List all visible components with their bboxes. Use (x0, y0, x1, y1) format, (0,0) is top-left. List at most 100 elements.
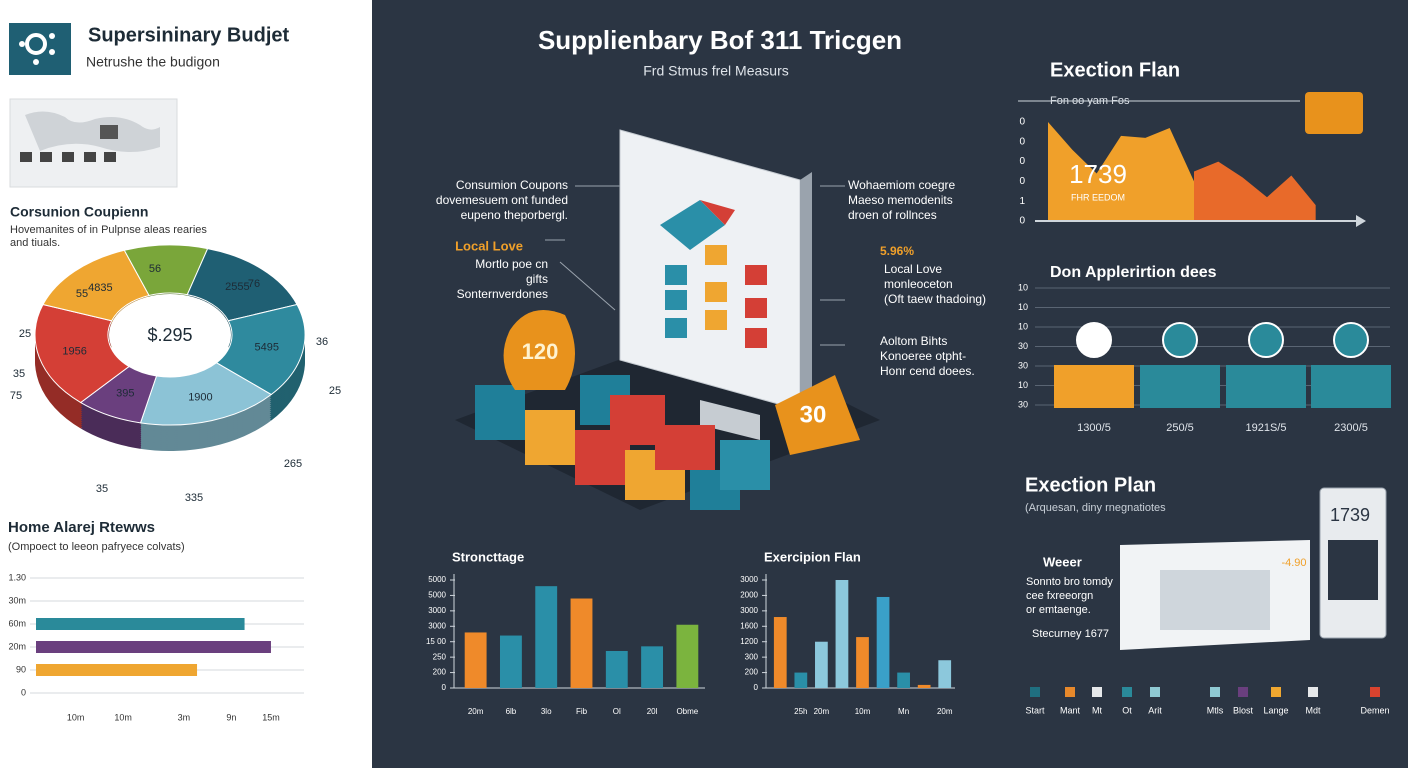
y-tick-label: 10 (1018, 302, 1028, 312)
section-title: Corsunion Coupienn (10, 204, 148, 220)
bar (676, 624, 699, 688)
outer-label: 55 (76, 288, 88, 300)
y-tick-label: 1 (1019, 196, 1025, 207)
y-tick-label: 1.30 (8, 572, 26, 582)
legend-label: Start (1025, 705, 1045, 715)
legend-swatch (1210, 687, 1220, 697)
legend-label: Arit (1148, 705, 1162, 715)
outer-label: 265 (284, 458, 302, 470)
segment-label: 1900 (188, 392, 212, 404)
y-tick-label: 0 (1019, 156, 1025, 167)
card (1054, 365, 1134, 408)
y-tick-label: 300 (745, 652, 759, 661)
legend-label: Mant (1060, 705, 1081, 715)
y-tick-label: 3000 (740, 575, 758, 584)
section-subtitle: (Ompoect to leeon pafryece colvats) (8, 541, 185, 553)
section-title: Home Alarej Rtewws (8, 519, 155, 536)
y-tick-label: 15 00 (426, 637, 447, 646)
x-tick-label: 3m (178, 712, 191, 722)
x-tick-label: 10m (67, 712, 85, 722)
annotation-text: Local Love (455, 238, 523, 253)
badge-label: -4.90 (1281, 557, 1306, 569)
x-tick-label: Fib (576, 707, 588, 716)
donut-segment (42, 249, 150, 322)
leader-line (559, 261, 616, 311)
bar (917, 684, 931, 688)
outer-label: 35 (96, 483, 108, 495)
card-caption: 2300/5 (1334, 422, 1368, 434)
annotation-text: eupeno theporbergl. (461, 208, 568, 222)
x-tick-label: 15m (262, 712, 280, 722)
legend-swatch (1030, 687, 1040, 697)
annotation-text: Consumion Coupons (456, 178, 568, 192)
chart-title: Exercipion Flan (764, 549, 861, 564)
x-tick-label: 20l (647, 707, 658, 716)
legend-swatch (1150, 687, 1160, 697)
header-subtitle: Netrushe the budigon (86, 54, 220, 70)
main-title: Supplienbary Bof 311 Tricgen (538, 25, 902, 55)
plan-text: cee fxreeorgn (1026, 590, 1093, 602)
device-value: 1739 (1330, 505, 1370, 525)
y-tick-label: 0 (21, 687, 26, 697)
center-label: $.295 (147, 325, 192, 345)
legend-label: Lange (1263, 705, 1288, 715)
area (1194, 161, 1316, 221)
annotation-text: Maeso memodenits (848, 193, 953, 207)
annotation-text: Local Love (884, 262, 942, 276)
chart-title: Don Applerirtion dees (1050, 264, 1217, 281)
outer-label: 25 (329, 385, 341, 397)
y-tick-label: 90 (16, 664, 26, 674)
x-tick-label: 20m (814, 707, 830, 716)
x-tick-label: 6lb (506, 707, 517, 716)
y-tick-label: 250 (433, 652, 447, 661)
y-tick-label: 30m (8, 595, 26, 605)
bar (773, 617, 787, 688)
outer-label: 56 (149, 263, 161, 275)
illustration (455, 129, 880, 510)
main-subtitle: Frd Stmus frel Measurs (643, 63, 788, 79)
bar (36, 641, 271, 653)
bar (794, 672, 808, 688)
card (1311, 365, 1391, 408)
legend-swatch (1271, 687, 1281, 697)
y-tick-label: 30 (1018, 341, 1028, 351)
legend-swatch (1092, 687, 1102, 697)
donut-segment (34, 303, 130, 404)
legend-label: Mdt (1305, 705, 1321, 715)
bar (876, 596, 890, 688)
legend-label: Mt (1092, 705, 1102, 715)
plan-text: Sonnto bro tomdy (1026, 576, 1113, 588)
annotation-text: monleoceton (884, 277, 953, 291)
device-illustration (1120, 92, 1387, 650)
y-tick-label: 3000 (428, 606, 446, 615)
y-tick-label: 0 (1019, 216, 1025, 227)
y-tick-label: 10 (1018, 282, 1028, 292)
outer-label: 36 (316, 336, 328, 348)
card-icon (1076, 322, 1112, 358)
outer-label: 75 (10, 390, 22, 402)
bar (570, 598, 593, 688)
bar (938, 660, 952, 688)
y-tick-label: 30 (1018, 360, 1028, 370)
bar (36, 664, 198, 676)
x-tick-label: 20m (468, 707, 484, 716)
tag-label: 30 (800, 401, 827, 428)
y-tick-label: 20m (8, 641, 26, 651)
outer-label: 25 (19, 328, 31, 340)
bar (36, 618, 245, 630)
y-tick-label: 60m (8, 618, 26, 628)
segment-label: 395 (116, 388, 134, 400)
legend-swatch (1122, 687, 1132, 697)
card-caption: 1300/5 (1077, 422, 1111, 434)
segment-label: 1956 (62, 345, 86, 357)
legend-label: Mtls (1207, 705, 1224, 715)
legend-label: Ot (1122, 705, 1132, 715)
y-tick-label: 10 (1018, 380, 1028, 390)
legend-label: Demen (1360, 705, 1389, 715)
outer-label: 35 (13, 368, 25, 380)
annotation-text: Aoltom Bihts (880, 334, 947, 348)
legend-label: Blost (1233, 705, 1254, 715)
card-icon (1248, 322, 1284, 358)
